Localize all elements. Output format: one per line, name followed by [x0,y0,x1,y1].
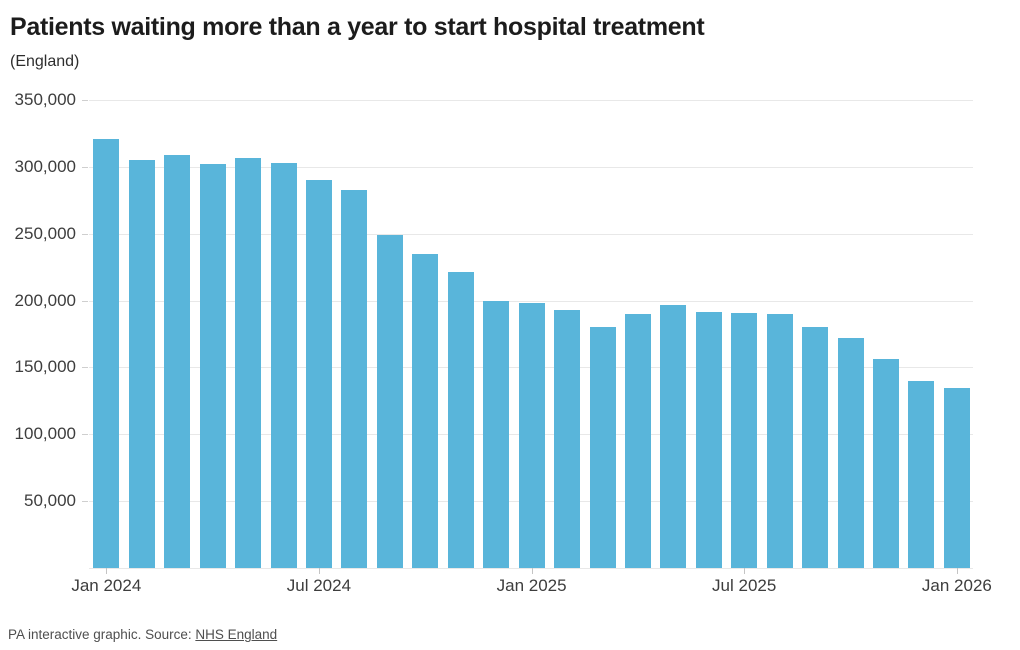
bar-apr-2024[interactable] [199,163,226,568]
y-axis-tick-label: 200,000 [14,290,76,310]
gridline [89,166,973,168]
bar-dec-2024[interactable] [483,300,510,568]
bar-jan-2026[interactable] [943,387,970,568]
x-axis-tick-label: Jul 2024 [286,576,352,595]
x-axis-tick-label: Jan 2026 [921,576,992,595]
footer-credit-text: PA interactive graphic. Source: [8,627,196,642]
bar-feb-2024[interactable] [128,160,155,568]
chart-title: Patients waiting more than a year to sta… [10,13,705,41]
gridline [89,100,973,101]
y-axis-tick [82,300,88,302]
y-axis-tick-label: 300,000 [14,156,76,176]
y-axis-tick-label: 250,000 [14,223,76,243]
y-axis-tick [82,434,88,436]
bar-jan-2025[interactable] [518,302,545,568]
bar-oct-2025[interactable] [837,338,864,568]
bar-may-2025[interactable] [660,305,687,568]
bar-mar-2024[interactable] [164,154,191,568]
bar-sep-2025[interactable] [802,327,829,568]
y-axis-tick [82,233,88,235]
y-axis-tick [82,367,88,369]
bar-nov-2024[interactable] [447,271,474,568]
bar-jan-2024[interactable] [93,138,120,568]
y-axis-tick-label: 350,000 [14,90,76,109]
x-axis-tick-label: Jan 2024 [71,576,142,595]
y-axis-tick-label: 100,000 [14,424,76,444]
gridline [89,233,973,235]
y-axis-tick-label: 50,000 [24,491,76,511]
bar-aug-2025[interactable] [766,313,793,568]
y-axis-tick-label: 150,000 [14,357,76,377]
plot-area [89,100,973,574]
bar-sep-2024[interactable] [376,235,403,568]
bar-nov-2025[interactable] [873,359,899,568]
y-axis-tick [82,100,88,101]
footer-credit: PA interactive graphic. Source: NHS Engl… [8,627,277,642]
y-axis-tick [82,501,88,503]
bar-apr-2025[interactable] [624,313,651,568]
x-axis-tick [531,568,533,574]
bar-oct-2024[interactable] [412,254,439,568]
gridline [89,300,973,302]
x-axis-tick [744,568,746,574]
bar-feb-2025[interactable] [554,309,580,568]
chart-subtitle: (England) [10,53,80,70]
x-axis-tick [956,568,958,574]
x-axis-baseline [89,568,973,569]
bar-may-2024[interactable] [235,157,262,568]
x-axis-tick-label: Jan 2025 [496,576,567,595]
bar-aug-2024[interactable] [341,190,368,568]
y-axis-tick [82,166,88,168]
x-axis-tick [318,568,320,574]
bar-dec-2025[interactable] [908,380,935,568]
x-axis-tick [106,568,108,574]
bar-jul-2025[interactable] [731,312,758,568]
bar-mar-2025[interactable] [589,327,616,568]
bar-jun-2025[interactable] [695,311,722,568]
x-axis-tick-label: Jul 2025 [712,576,777,595]
bar-jun-2024[interactable] [270,162,297,568]
source-link[interactable]: NHS England [195,627,278,642]
bar-jul-2024[interactable] [305,180,332,568]
